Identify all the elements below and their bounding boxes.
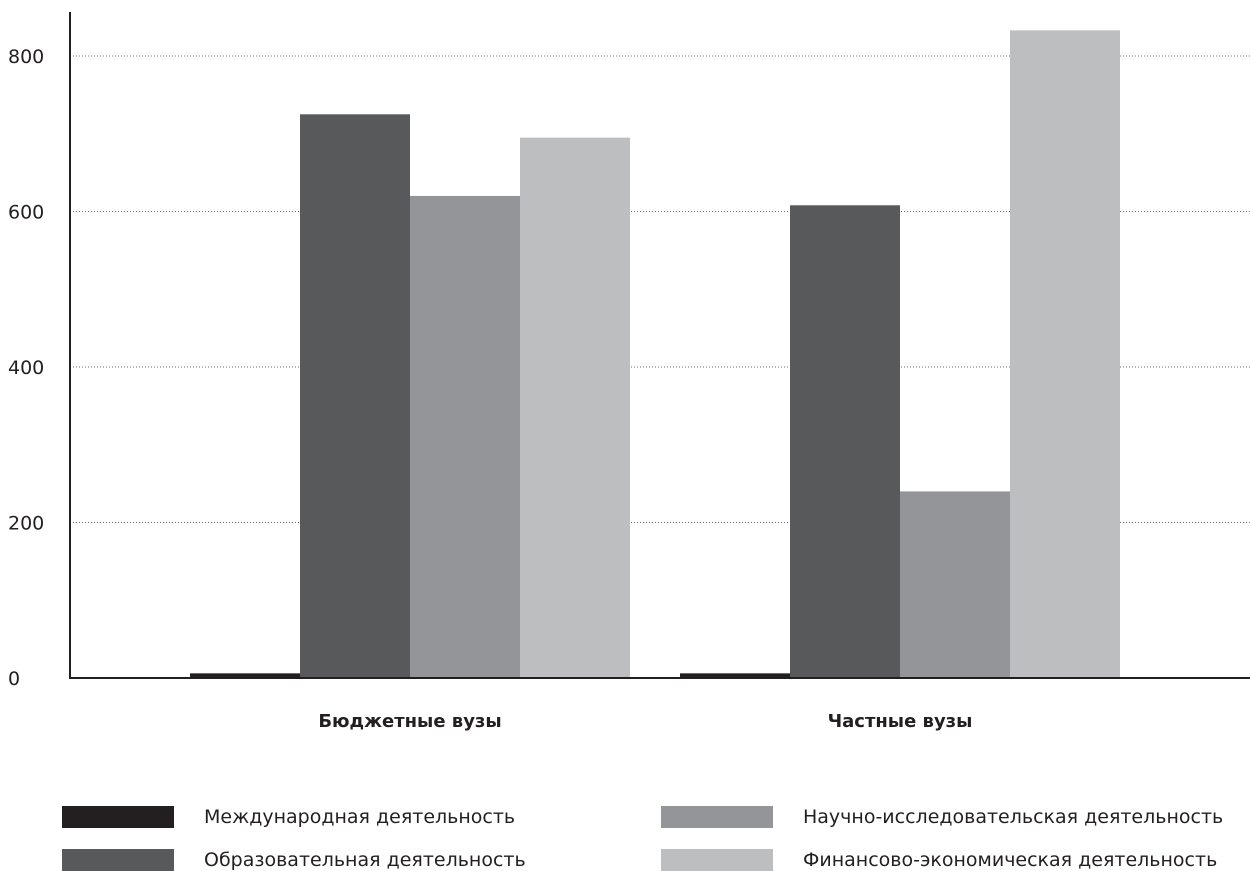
bars	[190, 30, 1120, 678]
y-tick-label: 200	[8, 513, 44, 535]
x-category-label: Частные вузы	[828, 711, 973, 732]
bar-2-2	[790, 205, 900, 678]
x-axis: Бюджетные вузы Частные вузы	[70, 677, 1250, 732]
y-axis: 0 200 400 600 800	[8, 12, 71, 690]
bar-4-1	[520, 137, 630, 678]
bar-4-2	[1010, 30, 1120, 678]
bar-3-1	[410, 195, 520, 678]
bar-1-2	[680, 673, 790, 678]
bar-1-1	[190, 673, 300, 678]
y-tick-label: 400	[8, 357, 44, 379]
x-category-label: Бюджетные вузы	[318, 711, 501, 732]
y-tick-label: 600	[8, 202, 44, 224]
bar-3-2	[900, 491, 1010, 678]
y-tick-label: 0	[8, 668, 20, 690]
y-tick-label: 800	[8, 46, 44, 68]
bar-2-1	[300, 114, 410, 678]
